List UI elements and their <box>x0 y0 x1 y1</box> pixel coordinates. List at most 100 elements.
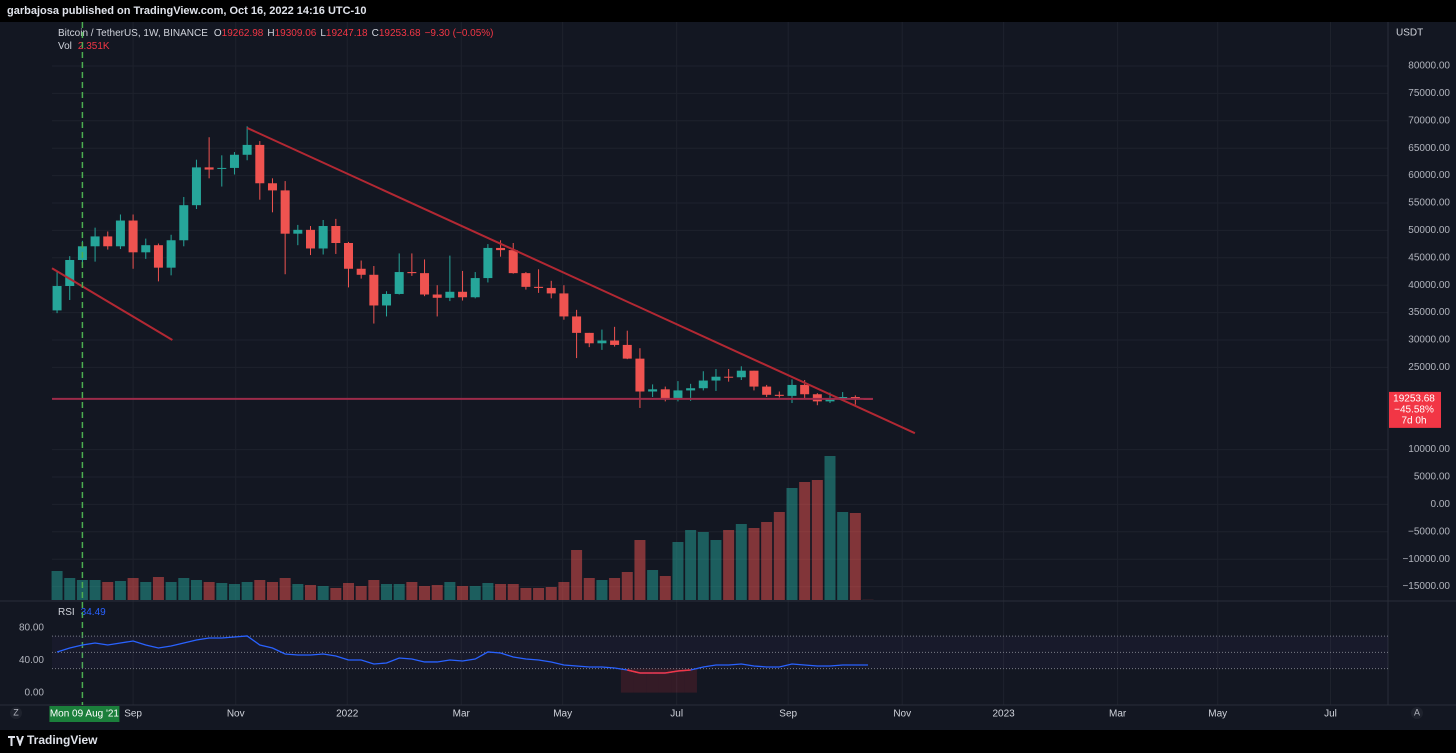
y-tick-label: 30000.00 <box>1408 335 1450 346</box>
candle-body <box>559 293 569 317</box>
candle-body <box>242 144 252 155</box>
ohlc-value: 19262.98 <box>222 28 264 39</box>
candle-body <box>394 272 404 294</box>
unit: USDT <box>1396 28 1423 39</box>
rsi-oversold-fill <box>633 668 647 693</box>
candle-body <box>191 167 201 206</box>
ohlc-prefix: H <box>267 28 274 39</box>
y-tick-label: 5000.00 <box>1414 472 1451 483</box>
volume-bar <box>165 582 177 600</box>
volume-bar <box>672 542 684 600</box>
volume-bar <box>292 584 304 600</box>
volume-bar <box>279 578 291 600</box>
volume-bar <box>64 578 76 600</box>
volume-bar <box>102 582 114 600</box>
volume-bar <box>76 580 88 600</box>
y-tick-label: 40000.00 <box>1408 280 1450 291</box>
candle-body <box>318 226 328 249</box>
volume-name: Vol <box>58 41 72 52</box>
volume-bar <box>355 586 367 600</box>
x-tick-label: Sep <box>779 709 797 720</box>
rsi-oversold-fill <box>684 668 697 693</box>
volume-bar <box>406 582 418 600</box>
candle-body <box>749 370 759 387</box>
axis-button-label[interactable]: A <box>1414 707 1420 717</box>
crosshair-label-box <box>49 706 120 722</box>
publisher: garbajosa published on TradingView.com, … <box>7 5 366 17</box>
volume-bar <box>507 584 519 600</box>
volume-bar <box>786 488 798 600</box>
x-tick-label: Nov <box>227 709 245 720</box>
y-tick-label: −5000.00 <box>1408 526 1450 537</box>
candle-body <box>267 183 277 191</box>
volume-bar <box>571 550 583 600</box>
y-tick-label: −15000.00 <box>1402 581 1450 592</box>
candle-body <box>470 278 480 298</box>
candle-body <box>762 386 772 395</box>
candle-body <box>698 380 708 389</box>
candle-body <box>673 390 683 399</box>
rsi-tick-label: 0.00 <box>25 688 45 699</box>
volume-bar <box>583 578 595 600</box>
volume-bar <box>482 583 494 600</box>
rsi-band-bg <box>52 636 1388 669</box>
candle-body <box>115 220 125 247</box>
axis-button[interactable] <box>10 707 22 719</box>
volume-bar <box>203 582 215 600</box>
rsi-oversold-line <box>677 669 691 672</box>
y-tick-label: 55000.00 <box>1408 198 1450 209</box>
volume-bar <box>634 540 646 600</box>
candle-body <box>204 167 214 170</box>
countdown: 7d 0h <box>1401 416 1426 427</box>
rsi-oversold-fill <box>658 668 672 693</box>
candle-body <box>736 370 746 378</box>
volume-legend: Vol 2.351K <box>58 41 110 52</box>
y-tick-label: 0.00 <box>1431 499 1451 510</box>
rsi-value: 34.49 <box>81 607 106 618</box>
candle-body <box>407 272 417 274</box>
rsi-name: RSI <box>58 607 75 618</box>
volume-bar <box>216 583 228 600</box>
candle-body <box>787 384 797 396</box>
rsi-tick-label: 40.00 <box>19 655 44 666</box>
legend: Bitcoin / TetherUS, 1W, BINANCE O19262.98… <box>58 28 494 39</box>
candle-body <box>331 226 341 243</box>
volume-bar <box>140 582 152 600</box>
y-tick-label: 60000.00 <box>1408 170 1450 181</box>
volume-bar <box>545 587 557 600</box>
change: −9.30 (−0.05%) <box>425 28 494 39</box>
candle-body <box>534 286 544 288</box>
axis-button[interactable] <box>1411 707 1423 719</box>
price-label-box <box>1389 391 1441 428</box>
symbol: Bitcoin / TetherUS, 1W, BINANCE <box>58 28 208 39</box>
y-tick-label: 45000.00 <box>1408 252 1450 263</box>
rsi-oversold-line <box>627 669 641 674</box>
volume-bar <box>343 583 355 600</box>
trendline <box>246 127 916 435</box>
x-tick-label: Jul <box>670 709 683 720</box>
candle-body <box>812 394 822 402</box>
volume-bar <box>849 513 861 600</box>
x-tick-label: May <box>553 709 572 720</box>
volume-bar <box>773 512 785 600</box>
candle-body <box>369 274 379 306</box>
volume-bar <box>824 456 836 600</box>
volume-bar <box>710 540 722 600</box>
candle-body <box>305 229 315 249</box>
volume-bar <box>647 570 659 600</box>
axis-button-label[interactable]: Z <box>13 707 19 717</box>
candle-body <box>496 247 506 251</box>
volume-bar <box>114 581 126 600</box>
rsi-oversold-line <box>665 670 679 674</box>
rsi-tick-label: 80.00 <box>19 623 44 634</box>
y-tick-label: 10000.00 <box>1408 444 1450 455</box>
crosshair-label: Mon 09 Aug '21 <box>50 709 120 720</box>
x-tick-label: Mar <box>1109 709 1127 720</box>
x-tick-label: Mar <box>453 709 471 720</box>
ohlc-value: 19309.06 <box>275 28 317 39</box>
volume-bar <box>330 588 342 600</box>
y-tick-label: 80000.00 <box>1408 61 1450 72</box>
candle-body <box>521 273 531 287</box>
volume-bar <box>241 582 253 600</box>
